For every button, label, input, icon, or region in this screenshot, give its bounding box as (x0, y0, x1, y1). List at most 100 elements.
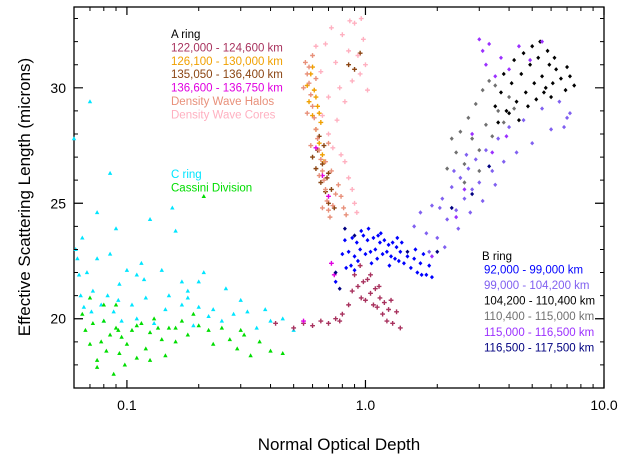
data-point-10-1 (498, 90, 503, 95)
data-point-4-6 (324, 175, 330, 181)
data-point-8-39 (387, 263, 392, 268)
data-point-10-23 (534, 97, 539, 102)
data-point-9-11 (466, 166, 471, 171)
data-point-10-10 (540, 74, 545, 79)
data-point-1-26 (191, 311, 196, 316)
data-point-10-4 (514, 99, 519, 104)
data-point-0-17 (119, 318, 124, 323)
legend-entry-2-0: 92,000 - 99,000 km (484, 264, 583, 276)
data-point-6-32 (306, 64, 312, 70)
data-point-2-17 (371, 302, 376, 308)
data-point-4-11 (321, 143, 327, 148)
data-point-6-30 (326, 140, 331, 146)
data-point-0-46 (89, 309, 94, 314)
legend-heading-2: B ring (482, 251, 512, 263)
data-point-6-17 (333, 191, 339, 197)
data-point-8-18 (386, 242, 391, 248)
data-point-8-22 (394, 244, 399, 250)
data-point-1-14 (129, 327, 135, 332)
data-point-1-29 (206, 327, 211, 332)
data-point-2-5 (326, 320, 331, 326)
data-point-5-5 (331, 272, 337, 278)
data-point-1-2 (87, 341, 93, 346)
data-point-1-18 (147, 330, 153, 335)
data-point-6-19 (338, 193, 344, 199)
data-point-9-36 (567, 111, 572, 116)
data-point-4-8 (329, 187, 334, 192)
data-point-2-23 (384, 318, 390, 324)
data-point-6-12 (323, 187, 328, 192)
data-point-1-3 (90, 320, 96, 325)
data-point-7-19 (330, 145, 336, 151)
data-point-10-28 (530, 44, 535, 49)
data-point-12-6 (507, 67, 512, 72)
data-point-1-39 (87, 295, 93, 300)
data-point-1-19 (151, 316, 157, 321)
data-point-11-17 (449, 136, 454, 141)
legend-entry-0-4: Density Wave Halos (171, 96, 274, 108)
data-point-1-35 (248, 353, 253, 358)
data-point-8-24 (398, 249, 403, 254)
data-point-8-21 (393, 256, 398, 261)
data-point-8-2 (346, 249, 351, 254)
data-point-1-40 (101, 318, 107, 323)
data-point-8-25 (401, 261, 406, 266)
data-point-7-18 (326, 131, 331, 137)
data-point-9-29 (468, 210, 473, 215)
data-point-6-1 (304, 71, 310, 77)
data-point-1-4 (94, 357, 100, 362)
data-point-8-15 (380, 251, 385, 257)
data-point-10-25 (549, 94, 554, 100)
data-point-0-40 (245, 309, 250, 314)
data-point-8-29 (415, 270, 420, 275)
data-point-13-6 (470, 191, 475, 197)
data-point-9-13 (473, 157, 478, 162)
data-point-0-24 (151, 320, 157, 325)
data-point-7-20 (334, 117, 340, 123)
data-point-3-8 (318, 120, 324, 125)
data-point-7-5 (333, 60, 339, 65)
data-point-10-26 (512, 57, 517, 63)
axis-ticks: 0.1 1.0 10.0 20 25 30 (50, 7, 618, 413)
data-point-11-0 (445, 166, 450, 171)
data-point-9-7 (449, 184, 454, 190)
legend-entry-0-2: 135,050 - 136,400 km (171, 69, 283, 81)
data-point-8-11 (371, 235, 376, 241)
data-point-6-28 (320, 205, 325, 211)
data-point-0-6 (84, 270, 90, 275)
data-point-0-29 (179, 302, 185, 307)
data-point-12-12 (504, 134, 509, 139)
data-point-0-36 (219, 318, 225, 323)
data-point-1-49 (238, 327, 243, 332)
data-point-8-12 (373, 247, 378, 252)
data-point-13-3 (405, 249, 410, 254)
data-point-1-22 (166, 325, 172, 330)
data-point-4-14 (352, 66, 357, 72)
data-point-9-20 (514, 150, 519, 155)
data-point-9-31 (493, 182, 498, 187)
data-point-8-42 (355, 258, 360, 264)
data-point-0-56 (196, 279, 201, 284)
data-point-8-17 (384, 249, 389, 254)
data-point-1-24 (179, 318, 185, 323)
data-point-0-23 (147, 217, 153, 222)
data-point-0-33 (201, 270, 206, 275)
data-point-6-31 (329, 168, 334, 174)
data-point-6-29 (323, 159, 328, 165)
data-point-9-1 (418, 210, 423, 215)
data-point-6-8 (316, 147, 322, 153)
data-point-1-42 (134, 323, 139, 328)
data-point-1-5 (98, 339, 104, 344)
data-point-0-28 (173, 228, 178, 233)
legend-entry-2-2: 104,200 - 110,400 km (484, 296, 595, 308)
plot-frame (73, 6, 605, 389)
data-point-1-44 (147, 357, 153, 362)
data-point-2-14 (363, 297, 368, 303)
data-point-1-12 (119, 334, 124, 339)
data-point-11-6 (490, 134, 495, 139)
data-point-9-24 (549, 127, 554, 132)
data-point-3-13 (316, 110, 322, 116)
data-point-8-13 (375, 256, 380, 261)
data-point-0-21 (139, 260, 144, 265)
data-point-0-12 (105, 293, 110, 298)
